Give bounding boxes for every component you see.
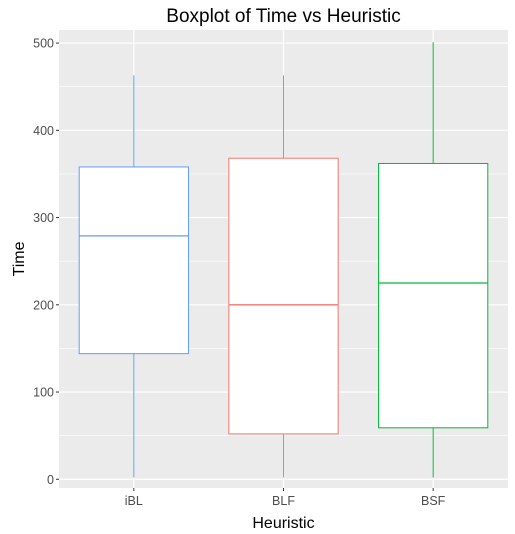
axes: 0 100 200 300 400 500 iBL BLF BSF	[33, 37, 446, 508]
iqr-box	[78, 166, 189, 355]
y-tick-label: 200	[33, 298, 54, 312]
x-axis-label: Heuristic	[252, 515, 314, 532]
boxes	[78, 42, 489, 478]
y-tick-label: 300	[33, 211, 54, 225]
box-ibl	[78, 75, 189, 478]
chart-title: Boxplot of Time vs Heuristic	[166, 6, 400, 27]
iqr-box	[378, 162, 489, 429]
x-tick-label: BLF	[272, 494, 295, 508]
x-tick-label: iBL	[125, 494, 143, 508]
box-bsf	[378, 42, 489, 478]
y-axis-label: Time	[11, 241, 28, 276]
iqr-box	[228, 157, 339, 435]
y-tick-label: 400	[33, 124, 54, 138]
y-tick-label: 100	[33, 386, 54, 400]
x-tick-label: BSF	[421, 494, 446, 508]
y-tick-label: 500	[33, 37, 54, 51]
y-tick-label: 0	[47, 473, 54, 487]
box-blf	[228, 75, 339, 478]
